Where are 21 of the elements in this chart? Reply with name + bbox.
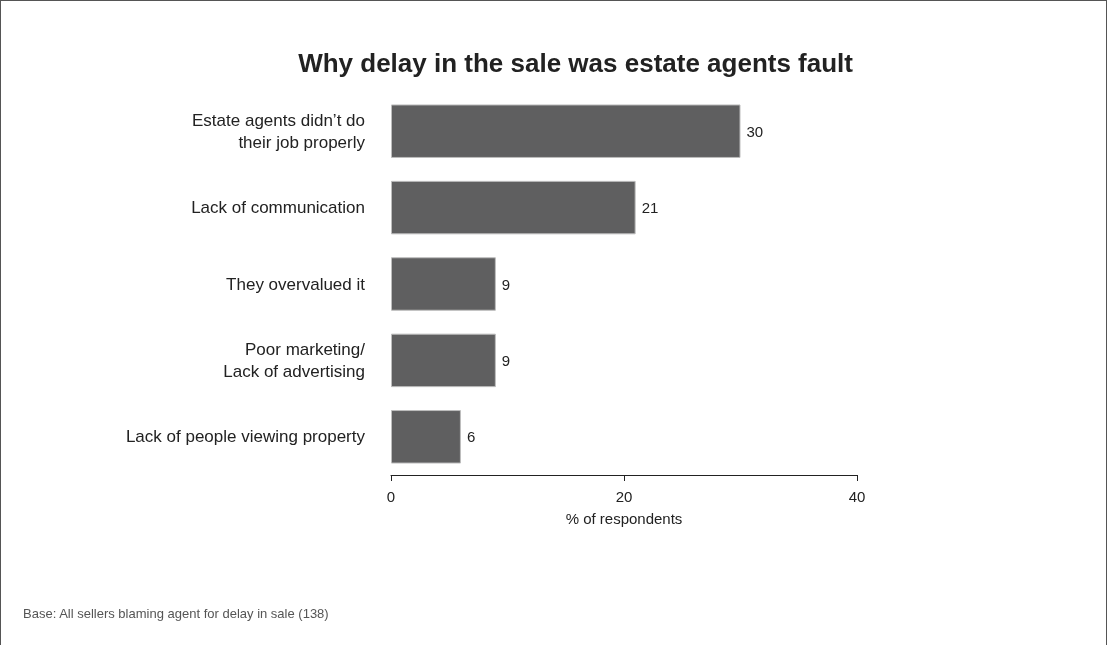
data-label: 6 xyxy=(466,428,476,446)
y-tick-label: Lack of communication xyxy=(191,198,365,218)
bar xyxy=(391,410,461,464)
data-label: 21 xyxy=(641,199,659,217)
y-tick-label: They overvalued it xyxy=(226,274,366,294)
bar xyxy=(391,180,636,235)
y-tick-label: Poor marketing/ Lack of advertising xyxy=(223,339,366,381)
chart-title: Why delay in the sale was estate agents fault xyxy=(298,48,854,78)
bar xyxy=(391,333,496,388)
x-tick-label: 40 xyxy=(848,488,866,505)
x-axis-title: % of respondents xyxy=(565,510,683,527)
y-tick-label: Estate agents didn’t do their job properly xyxy=(192,110,366,152)
bar xyxy=(391,104,741,158)
x-tick-label: 0 xyxy=(386,488,396,505)
bar xyxy=(391,257,496,311)
data-label: 9 xyxy=(501,351,511,369)
text: Base: All sellers blaming agent for delay in sale (138) xyxy=(23,606,329,621)
data-label: 30 xyxy=(746,122,764,140)
data-label: 9 xyxy=(501,275,511,293)
x-tick-label: 20 xyxy=(615,488,633,505)
y-tick-label: Lack of people viewing property xyxy=(125,427,366,447)
